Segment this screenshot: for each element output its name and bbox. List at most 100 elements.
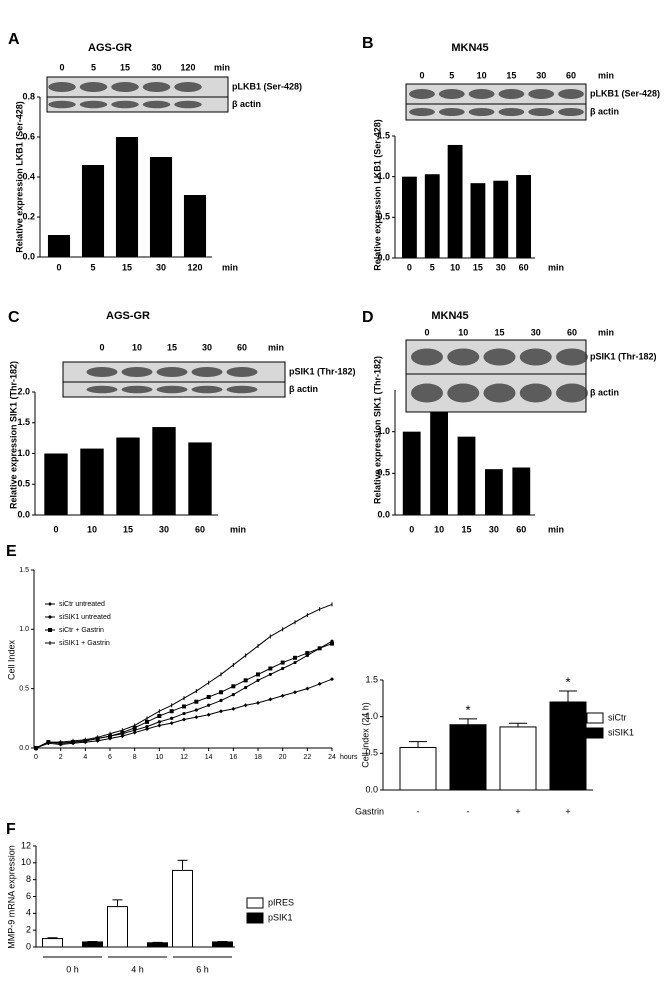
x-tick-label: 120 xyxy=(187,262,202,272)
marker xyxy=(157,720,161,724)
y-axis-label: Relative expression LKB1 (Ser-428) xyxy=(14,101,24,253)
x-unit: min xyxy=(230,524,246,534)
marker xyxy=(268,697,273,702)
marker xyxy=(293,660,297,665)
blot-band xyxy=(48,100,76,109)
blot-band xyxy=(111,100,139,109)
x-unit: min xyxy=(548,262,564,272)
x-tick-label: 30 xyxy=(159,524,169,534)
marker xyxy=(281,666,285,671)
x-tick-label: 0 xyxy=(56,262,61,272)
marker xyxy=(317,681,322,686)
legend-marker xyxy=(48,615,52,619)
blot-band xyxy=(191,367,223,377)
bar xyxy=(493,180,509,258)
panel-label: D xyxy=(362,309,374,326)
marker xyxy=(157,713,162,718)
bar xyxy=(183,195,207,257)
blot-lane-label: 5 xyxy=(449,70,454,80)
blot-band xyxy=(48,82,76,92)
marker xyxy=(268,672,272,677)
blot-band xyxy=(468,108,495,116)
y-axis-label: Relative expression LKB1 (Ser-428) xyxy=(372,119,382,271)
bar xyxy=(402,431,421,515)
blot-band xyxy=(498,108,525,116)
marker xyxy=(243,678,248,683)
blot-band xyxy=(447,383,480,403)
marker xyxy=(305,686,310,691)
y-tick-label: 0.0 xyxy=(377,252,390,262)
marker xyxy=(157,723,162,728)
marker xyxy=(219,709,223,714)
marker xyxy=(182,704,186,709)
blot-lane-label: 60 xyxy=(237,342,247,352)
blot-row-label: β actin xyxy=(590,387,619,397)
x-tick-label: 10 xyxy=(434,524,444,534)
x-unit: min xyxy=(548,524,564,534)
panel-label: B xyxy=(362,35,374,52)
marker xyxy=(182,711,186,716)
blot-band xyxy=(121,385,153,394)
x-tick-label: 18 xyxy=(254,754,262,761)
blot-unit: min xyxy=(214,62,230,72)
marker xyxy=(293,655,297,660)
bar xyxy=(499,726,537,791)
legend-label: siSIK1 + Gastrin xyxy=(59,640,110,647)
x-tick-label: 10 xyxy=(155,754,163,761)
bar xyxy=(484,469,503,515)
blot-band xyxy=(498,89,525,99)
blot-lane-label: 0 xyxy=(424,327,429,337)
bar xyxy=(188,442,212,515)
blot-lane-label: 60 xyxy=(566,70,576,80)
bar xyxy=(449,724,487,791)
legend-label: siCtr + Gastrin xyxy=(59,627,104,634)
blot-row-label: pSIK1 (Thr-182) xyxy=(590,351,657,361)
blot-band xyxy=(174,100,202,109)
y-tick-label: 8 xyxy=(26,874,31,884)
marker xyxy=(256,672,260,677)
marker xyxy=(330,677,334,682)
significance-mark: * xyxy=(465,702,470,717)
blot-unit: min xyxy=(268,342,284,352)
blot-band xyxy=(409,89,435,99)
y-axis-label: Cell Index xyxy=(6,639,16,680)
blot-lane-label: 10 xyxy=(477,70,487,80)
x-tick-label: 0 h xyxy=(66,964,79,974)
bar xyxy=(116,437,140,515)
bar xyxy=(549,701,587,791)
legend-label: siSIK1 untreated xyxy=(59,614,111,621)
y-tick-label: 0.2 xyxy=(22,211,35,221)
blot-unit: min xyxy=(598,70,614,80)
blot-band xyxy=(86,367,118,377)
panel-label: C xyxy=(8,309,20,326)
bar xyxy=(470,183,486,258)
marker xyxy=(231,693,235,697)
legend-marker xyxy=(48,628,52,632)
blot-band xyxy=(142,82,171,92)
bar xyxy=(512,467,531,515)
marker xyxy=(231,684,236,689)
y-tick-label: 1.0 xyxy=(377,426,390,436)
marker xyxy=(120,730,125,735)
bar xyxy=(81,165,105,257)
marker xyxy=(206,712,211,717)
y-tick-label: 1.5 xyxy=(377,130,390,140)
y-tick-label: 1.0 xyxy=(17,448,30,458)
x-tick-label: 30 xyxy=(489,524,499,534)
legend-label: siSIK1 xyxy=(608,727,634,737)
marker xyxy=(120,734,125,739)
marker xyxy=(169,721,174,726)
x-tick-label: 30 xyxy=(496,262,506,272)
marker xyxy=(280,693,285,698)
marker xyxy=(132,725,137,730)
bar xyxy=(107,906,128,948)
bar xyxy=(149,157,173,257)
blot-band xyxy=(411,348,443,366)
y-tick-label: 0.0 xyxy=(22,251,35,261)
marker xyxy=(145,725,149,729)
y-axis-label: Cell index (24 h) xyxy=(360,702,370,768)
marker xyxy=(268,666,273,671)
x-tick-label: 15 xyxy=(123,524,133,534)
bar xyxy=(47,235,71,257)
x-tick-label: 60 xyxy=(195,524,205,534)
